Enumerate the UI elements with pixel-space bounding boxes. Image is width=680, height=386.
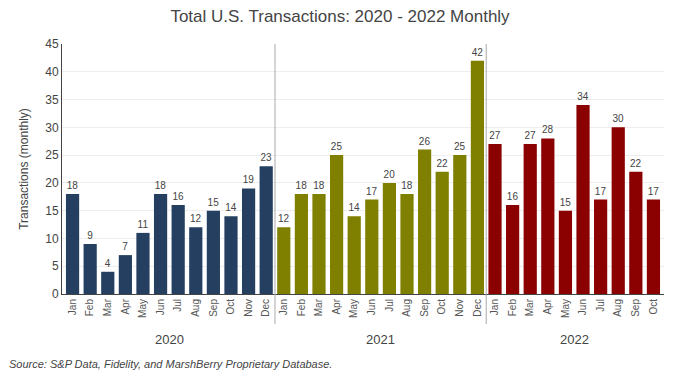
svg-text:Mar: Mar — [102, 298, 113, 316]
svg-text:20: 20 — [45, 176, 59, 190]
svg-text:Dec: Dec — [260, 299, 271, 317]
svg-text:17: 17 — [366, 186, 378, 197]
svg-text:Nov: Nov — [454, 299, 465, 317]
svg-text:18: 18 — [67, 180, 79, 191]
svg-text:25: 25 — [331, 141, 343, 152]
svg-text:Apr: Apr — [120, 298, 131, 314]
svg-text:Sep: Sep — [419, 299, 430, 317]
svg-text:18: 18 — [401, 180, 413, 191]
svg-text:27: 27 — [489, 130, 501, 141]
svg-text:15: 15 — [208, 197, 220, 208]
svg-text:25: 25 — [454, 141, 466, 152]
svg-text:May: May — [348, 299, 359, 318]
svg-text:Dec: Dec — [472, 299, 483, 317]
svg-text:Mar: Mar — [524, 298, 535, 316]
svg-text:Feb: Feb — [296, 299, 307, 317]
svg-text:18: 18 — [155, 180, 167, 191]
svg-text:Nov: Nov — [243, 299, 254, 317]
svg-text:17: 17 — [595, 186, 607, 197]
svg-text:7: 7 — [122, 241, 128, 252]
svg-text:Aug: Aug — [401, 299, 412, 317]
svg-text:20: 20 — [384, 169, 396, 180]
svg-text:15: 15 — [560, 197, 572, 208]
svg-text:23: 23 — [260, 152, 272, 163]
svg-text:Jul: Jul — [595, 299, 606, 312]
svg-text:2022: 2022 — [560, 332, 589, 347]
svg-text:May: May — [560, 299, 571, 318]
svg-text:17: 17 — [648, 186, 660, 197]
svg-text:Jun: Jun — [366, 299, 377, 315]
svg-text:16: 16 — [507, 191, 519, 202]
svg-text:Feb: Feb — [507, 299, 518, 317]
svg-text:34: 34 — [577, 91, 589, 102]
svg-text:19: 19 — [243, 174, 255, 185]
svg-text:May: May — [137, 299, 148, 318]
svg-text:Oct: Oct — [648, 299, 659, 315]
svg-text:35: 35 — [45, 93, 59, 107]
svg-text:18: 18 — [296, 180, 308, 191]
svg-text:25: 25 — [45, 148, 59, 162]
svg-text:0: 0 — [52, 287, 59, 301]
svg-text:5: 5 — [52, 259, 59, 273]
svg-text:Jan: Jan — [67, 299, 78, 315]
svg-text:16: 16 — [172, 191, 184, 202]
svg-text:42: 42 — [472, 47, 484, 58]
svg-text:30: 30 — [612, 113, 624, 124]
svg-text:2021: 2021 — [366, 332, 395, 347]
svg-text:Jul: Jul — [384, 299, 395, 312]
svg-text:10: 10 — [45, 232, 59, 246]
svg-text:Total U.S. Transactions: 2020: Total U.S. Transactions: 2020 - 2022 Mon… — [170, 7, 510, 26]
svg-text:12: 12 — [278, 213, 290, 224]
svg-text:Jan: Jan — [489, 299, 500, 315]
svg-text:Sep: Sep — [208, 299, 219, 317]
svg-text:9: 9 — [87, 230, 93, 241]
svg-text:27: 27 — [524, 130, 536, 141]
svg-text:2020: 2020 — [155, 332, 184, 347]
svg-text:Transactions (monthly): Transactions (monthly) — [17, 108, 31, 230]
svg-text:Jun: Jun — [155, 299, 166, 315]
svg-text:22: 22 — [630, 158, 642, 169]
svg-text:26: 26 — [419, 136, 431, 147]
svg-text:Jun: Jun — [577, 299, 588, 315]
svg-text:15: 15 — [45, 204, 59, 218]
svg-text:12: 12 — [190, 213, 202, 224]
svg-text:Feb: Feb — [84, 299, 95, 317]
svg-text:28: 28 — [542, 124, 554, 135]
svg-text:45: 45 — [45, 37, 59, 51]
svg-text:Sep: Sep — [630, 299, 641, 317]
svg-text:Aug: Aug — [190, 299, 201, 317]
svg-text:18: 18 — [313, 180, 325, 191]
svg-text:Oct: Oct — [225, 299, 236, 315]
svg-text:4: 4 — [105, 258, 111, 269]
svg-text:14: 14 — [225, 202, 237, 213]
svg-text:14: 14 — [348, 202, 360, 213]
svg-text:40: 40 — [45, 65, 59, 79]
svg-text:Apr: Apr — [331, 298, 342, 314]
svg-text:Mar: Mar — [313, 298, 324, 316]
svg-text:Jul: Jul — [172, 299, 183, 312]
svg-text:Apr: Apr — [542, 298, 553, 314]
svg-text:Jan: Jan — [278, 299, 289, 315]
svg-text:22: 22 — [436, 158, 448, 169]
svg-text:11: 11 — [138, 219, 149, 230]
svg-text:Source: S&P Data, Fidelity, an: Source: S&P Data, Fidelity, and MarshBer… — [9, 358, 332, 370]
svg-text:30: 30 — [45, 121, 59, 135]
svg-text:Oct: Oct — [436, 299, 447, 315]
svg-text:Aug: Aug — [612, 299, 623, 317]
